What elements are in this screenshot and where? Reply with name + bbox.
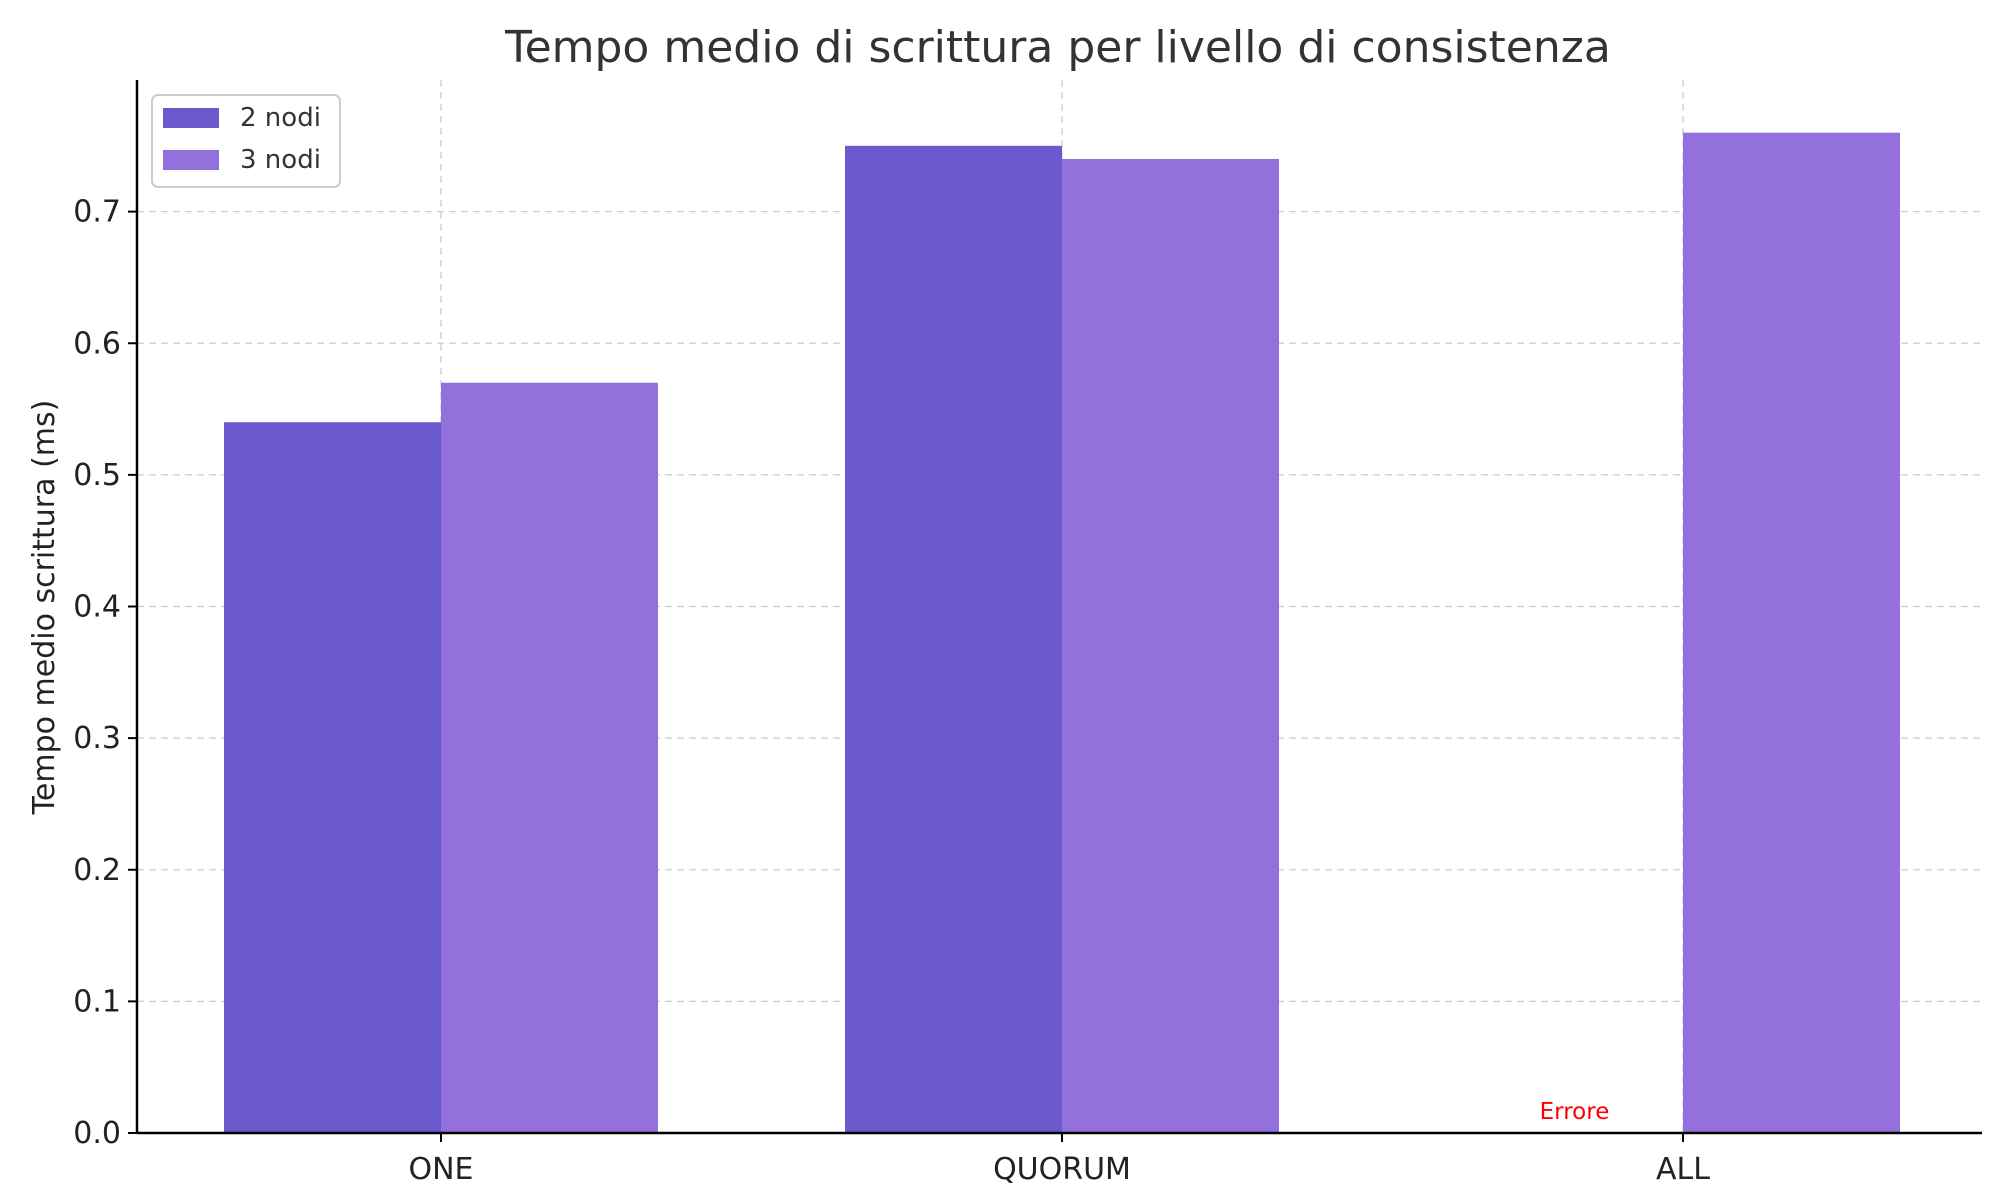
- x-tick-label-one: ONE: [408, 1152, 473, 1187]
- y-tick-label: 0.7: [73, 195, 121, 230]
- legend-label-3-nodi: 3 nodi: [240, 145, 321, 175]
- x-ticks: ONE QUORUM ALL: [408, 1133, 1710, 1187]
- legend-swatch-3-nodi: [163, 150, 219, 170]
- legend: 2 nodi 3 nodi: [151, 94, 341, 188]
- bars: [224, 132, 1900, 1134]
- y-ticks: 0.0 0.1 0.2 0.3 0.4 0.5 0.6 0.7: [73, 195, 137, 1151]
- y-tick-label: 0.1: [73, 984, 121, 1019]
- bar-3-nodi-all: [1683, 132, 1900, 1133]
- y-tick-label: 0.5: [73, 458, 121, 493]
- y-axis-label: Tempo medio scrittura (ms): [27, 400, 62, 816]
- bar-2-nodi-quorum: [845, 145, 1062, 1133]
- y-tick-label: 0.0: [73, 1116, 121, 1151]
- chart-title: Tempo medio di scrittura per livello di …: [504, 22, 1611, 73]
- x-tick-label-all: ALL: [1656, 1152, 1710, 1187]
- bar-3-nodi-quorum: [1062, 158, 1279, 1134]
- annotation-errore: Errore: [1540, 1099, 1610, 1125]
- bar-3-nodi-one: [441, 382, 658, 1133]
- y-tick-label: 0.2: [73, 853, 121, 888]
- y-tick-label: 0.3: [73, 721, 121, 756]
- x-tick-label-quorum: QUORUM: [993, 1152, 1131, 1187]
- y-tick-label: 0.4: [73, 590, 121, 625]
- y-tick-label: 0.6: [73, 326, 121, 361]
- legend-swatch-2-nodi: [163, 108, 219, 128]
- bar-2-nodi-one: [224, 422, 441, 1134]
- legend-label-2-nodi: 2 nodi: [240, 103, 321, 133]
- annotations: Errore: [1540, 1099, 1610, 1125]
